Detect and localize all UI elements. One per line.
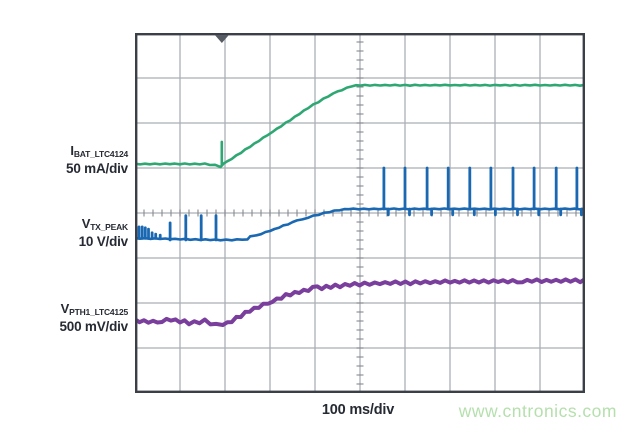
- channel-name: IBAT_LTC4124: [70, 143, 128, 160]
- channel-name: VPTH1_LTC4125: [60, 301, 129, 318]
- timebase-label: 100 ms/div: [321, 402, 395, 418]
- channel-label-vtxpeak: VTX_PEAK 10 V/div: [78, 216, 129, 250]
- channel-scale: 500 mV/div: [59, 319, 128, 334]
- channel-label-ibat: IBAT_LTC4124 50 mA/div: [66, 143, 128, 177]
- scope-graticule: [135, 33, 585, 393]
- channel-name: VTX_PEAK: [81, 216, 128, 233]
- channel-scale: 50 mA/div: [66, 161, 128, 176]
- waveform-canvas: [135, 33, 585, 393]
- trigger-marker-icon: [214, 35, 229, 43]
- watermark-text: www.cntronics.com: [458, 401, 617, 421]
- channel-label-vpth1: VPTH1_LTC4125 500 mV/div: [59, 301, 129, 335]
- channel-scale: 10 V/div: [78, 234, 129, 249]
